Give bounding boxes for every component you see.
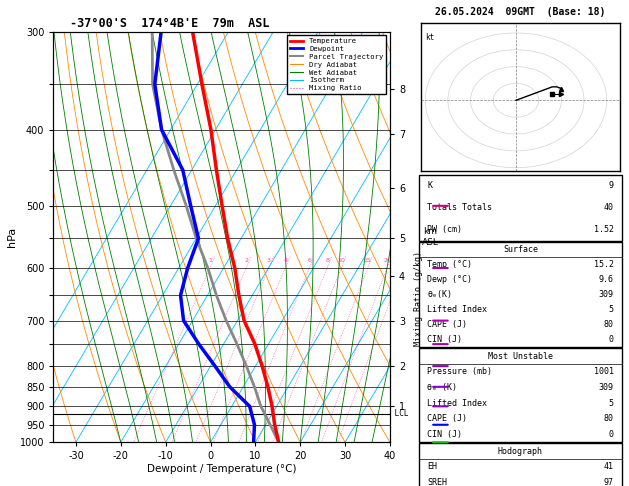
Text: 80: 80: [604, 414, 614, 423]
Text: CAPE (J): CAPE (J): [427, 320, 467, 330]
Bar: [418, 175, 623, 241]
Text: CIN (J): CIN (J): [427, 430, 462, 439]
Y-axis label: km
ASL: km ASL: [422, 227, 438, 246]
Text: 5: 5: [609, 399, 614, 408]
Text: kt: kt: [425, 33, 435, 42]
Bar: [418, 348, 623, 442]
Text: Mixing Ratio (g/kg): Mixing Ratio (g/kg): [414, 251, 423, 346]
X-axis label: Dewpoint / Temperature (°C): Dewpoint / Temperature (°C): [147, 464, 296, 474]
Bar: [418, 443, 623, 486]
Text: 10: 10: [337, 258, 345, 263]
Text: 5: 5: [609, 305, 614, 314]
Text: LCL: LCL: [390, 409, 408, 418]
Text: PW (cm): PW (cm): [427, 225, 462, 234]
Bar: [418, 242, 623, 347]
Text: 9: 9: [609, 181, 614, 191]
Text: Lifted Index: Lifted Index: [427, 305, 487, 314]
Y-axis label: hPa: hPa: [7, 227, 17, 247]
Text: 26.05.2024  09GMT  (Base: 18): 26.05.2024 09GMT (Base: 18): [435, 7, 606, 17]
Text: Most Unstable: Most Unstable: [488, 352, 553, 361]
Text: 40: 40: [604, 203, 614, 212]
Text: 1.52: 1.52: [594, 225, 614, 234]
Text: 6: 6: [308, 258, 311, 263]
Text: CIN (J): CIN (J): [427, 335, 462, 345]
Text: 97: 97: [604, 478, 614, 486]
Text: Totals Totals: Totals Totals: [427, 203, 492, 212]
Text: Pressure (mb): Pressure (mb): [427, 367, 492, 377]
Text: 4: 4: [283, 258, 287, 263]
Text: 1001: 1001: [594, 367, 614, 377]
Text: 309: 309: [599, 383, 614, 392]
Text: 15.2: 15.2: [594, 260, 614, 269]
Text: Lifted Index: Lifted Index: [427, 399, 487, 408]
Text: 309: 309: [599, 290, 614, 299]
Text: EH: EH: [427, 463, 437, 471]
Text: 41: 41: [604, 463, 614, 471]
Text: SREH: SREH: [427, 478, 447, 486]
Text: Hodograph: Hodograph: [498, 447, 543, 456]
Text: 2: 2: [244, 258, 248, 263]
Text: 1: 1: [208, 258, 212, 263]
Text: 0: 0: [609, 430, 614, 439]
Text: Dewp (°C): Dewp (°C): [427, 275, 472, 284]
Text: CAPE (J): CAPE (J): [427, 414, 467, 423]
Text: 0: 0: [609, 335, 614, 345]
Text: 9.6: 9.6: [599, 275, 614, 284]
Text: Temp (°C): Temp (°C): [427, 260, 472, 269]
Text: 8: 8: [325, 258, 329, 263]
Text: Surface: Surface: [503, 244, 538, 254]
Text: 15: 15: [364, 258, 372, 263]
Text: θₑ (K): θₑ (K): [427, 383, 457, 392]
Legend: Temperature, Dewpoint, Parcel Trajectory, Dry Adiabat, Wet Adiabat, Isotherm, Mi: Temperature, Dewpoint, Parcel Trajectory…: [287, 35, 386, 94]
Text: -37°00'S  174°4B'E  79m  ASL: -37°00'S 174°4B'E 79m ASL: [70, 17, 270, 31]
Text: θₑ(K): θₑ(K): [427, 290, 452, 299]
Text: 20: 20: [383, 258, 391, 263]
Text: 80: 80: [604, 320, 614, 330]
Text: 3: 3: [267, 258, 270, 263]
Text: K: K: [427, 181, 432, 191]
